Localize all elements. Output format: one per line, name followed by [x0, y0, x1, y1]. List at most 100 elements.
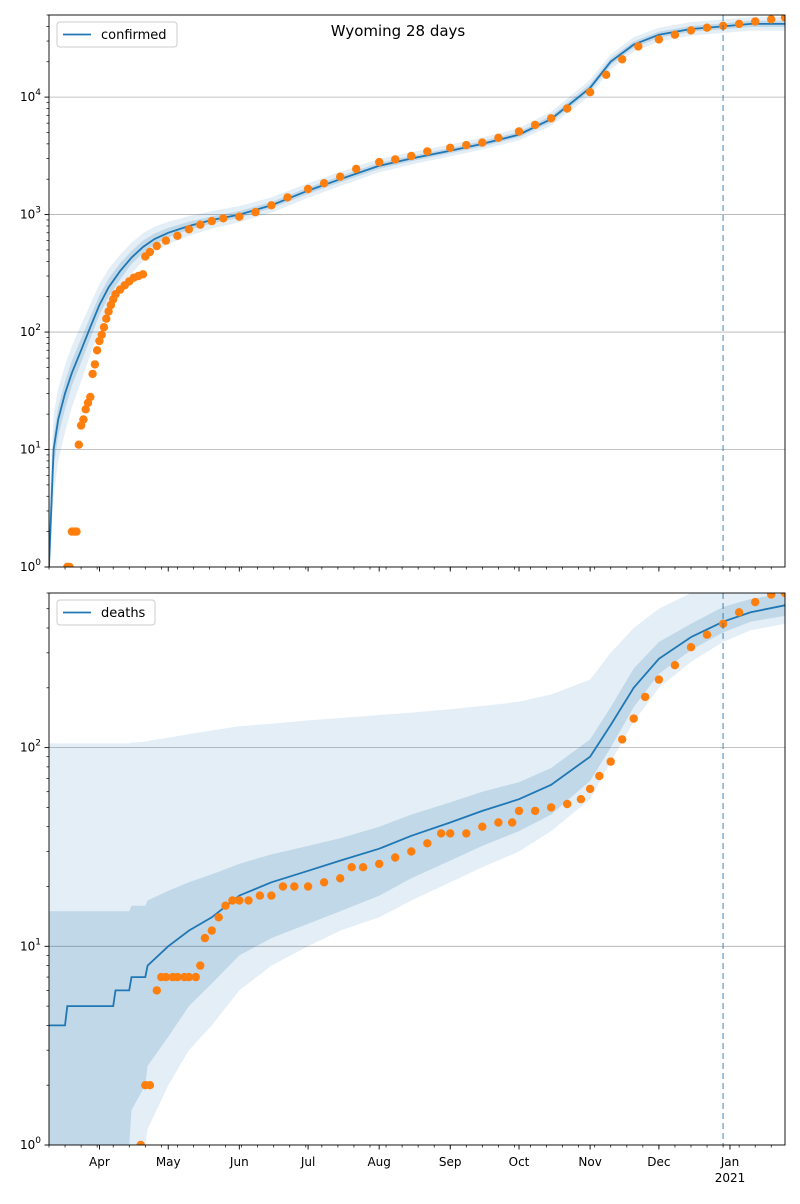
confirmed-observed-point [303, 184, 313, 194]
confirmed-observed-point [283, 193, 292, 202]
confirmed-observed-point [173, 231, 182, 240]
y-tick-base: 10 [20, 741, 35, 755]
deaths-observed-point [563, 799, 572, 809]
deaths-observed-point [514, 806, 524, 816]
deaths-observed-point [161, 972, 171, 982]
deaths-observed-point [494, 818, 503, 827]
confirmed-observed-point [152, 241, 161, 251]
grid-lines [49, 96, 785, 567]
deaths-observed-point [436, 829, 446, 838]
confirmed-observed-point [319, 179, 329, 188]
confirmed-observed-point [92, 346, 102, 355]
confirmed-observed-point [72, 527, 81, 536]
y-tick-label: 101 [20, 441, 41, 457]
deaths-observed-point [640, 692, 650, 702]
deaths-band-inner [49, 593, 785, 1145]
deaths-observed-point [278, 882, 288, 891]
confirmed-observed-point [161, 236, 171, 245]
deaths-observed-point [290, 882, 299, 891]
confirmed-observed-point [494, 133, 503, 142]
y-tick-exponent: 3 [35, 206, 41, 216]
deaths-observed-point [358, 863, 368, 872]
confirmed-observed-point [86, 392, 95, 402]
y-tick-base: 10 [20, 560, 35, 574]
y-tick-base: 10 [20, 90, 35, 104]
deaths-observed-point [462, 829, 471, 838]
deaths-observed-point [585, 784, 595, 794]
confirmed-observed-point [104, 307, 113, 316]
legend-box [56, 21, 178, 48]
y-tick-exponent: 2 [35, 323, 41, 333]
deaths-observed-point [200, 933, 210, 943]
legend-label: confirmed [101, 28, 167, 43]
deaths-observed-point [244, 896, 253, 905]
deaths-axes-frame [48, 592, 786, 1146]
confirmed-observed-point [138, 270, 148, 279]
deaths-x-axis: Apr May Jun Jul Aug Sep Oct Nov Dec Jan 2021 [48, 1145, 772, 1185]
plot-area [49, 15, 785, 567]
confirmed-observed-point [81, 405, 90, 414]
deaths-observed-point [191, 972, 200, 982]
deaths-observed-point [267, 891, 276, 900]
y-tick-exponent: 0 [35, 1136, 41, 1146]
deaths-observed-point [336, 874, 345, 883]
y-tick-label: 103 [20, 206, 41, 222]
confirmed-observed-points [63, 15, 785, 567]
confirmed-observed-point [751, 17, 760, 26]
y-tick-base: 10 [20, 208, 35, 222]
deaths-observed-point [407, 847, 416, 856]
deaths-observed-point [780, 593, 785, 598]
confirmed-observed-point [407, 151, 416, 161]
y-tick-exponent: 1 [35, 441, 41, 451]
confirmed-observed-point [336, 172, 345, 181]
deaths-observed-point [235, 896, 244, 905]
deaths-observed-point [618, 735, 627, 744]
deaths-observed-point [508, 818, 517, 827]
deaths-observed-point [196, 961, 205, 970]
deaths-observed-point [207, 926, 216, 935]
confirmed-observed-point [686, 26, 696, 35]
confirmed-observed-point [90, 360, 100, 369]
deaths-observed-point [303, 882, 313, 891]
deaths-observed-point [751, 597, 760, 607]
y-tick-base: 10 [20, 443, 35, 457]
confirmed-observed-point [585, 88, 595, 97]
confirmed-observed-point [670, 30, 680, 39]
confirmed-observed-point [514, 127, 524, 136]
deaths-observed-point [629, 714, 638, 723]
confirmed-observed-point [88, 369, 97, 379]
confirmed-observed-point [702, 23, 712, 32]
confirmed-observed-point [102, 314, 111, 323]
deaths-band-outer [49, 593, 785, 1145]
y-tick-label: 101 [20, 937, 41, 953]
deaths-observed-point [136, 1140, 145, 1145]
y-tick-base: 10 [20, 1138, 35, 1152]
confirmed-observed-point [478, 138, 487, 147]
confirmed-observed-point [602, 70, 611, 80]
confirmed-x-axis [48, 567, 772, 572]
confirmed-observed-point [767, 15, 776, 24]
deaths-observed-point [375, 859, 384, 869]
x-tick-label: Oct [509, 1155, 530, 1169]
deaths-observed-point [702, 630, 712, 639]
x-tick-label: Nov [578, 1155, 601, 1169]
legend-box [56, 599, 156, 626]
confirmed-observed-point [235, 212, 244, 221]
confirmed-observed-point [251, 207, 260, 217]
confirmed-observed-point [79, 415, 88, 424]
confirmed-observed-point [207, 216, 216, 226]
y-tick-base: 10 [20, 939, 35, 953]
grid-lines [49, 747, 785, 1145]
deaths-observed-point [446, 829, 455, 838]
y-tick-label: 104 [20, 88, 41, 104]
deaths-observed-point [595, 771, 604, 781]
confirmed-observed-point [267, 201, 276, 210]
deaths-observed-point [221, 901, 230, 910]
confirmed-observed-point [184, 225, 194, 234]
y-tick-label: 102 [20, 323, 41, 339]
deaths-observed-point [391, 853, 400, 862]
deaths-observed-point [530, 806, 540, 816]
y-tick-label: 100 [20, 558, 41, 574]
